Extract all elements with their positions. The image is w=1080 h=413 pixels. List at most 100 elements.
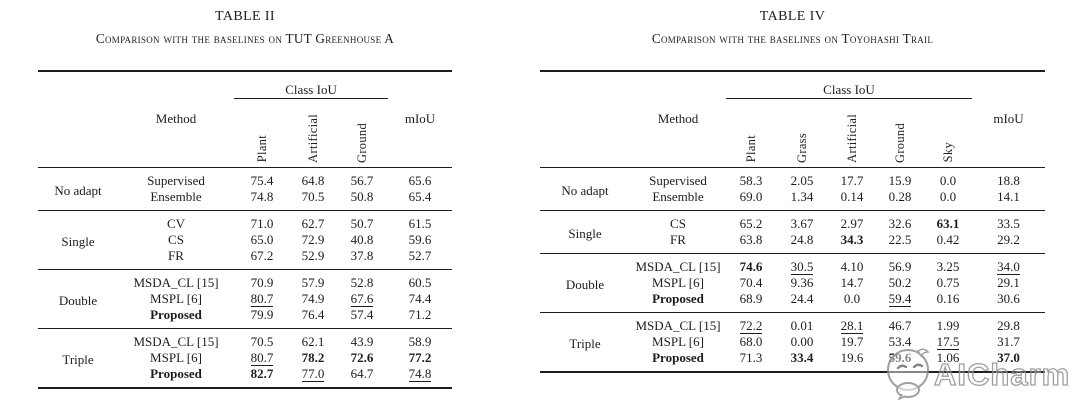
value-cell: 67.6 xyxy=(350,290,374,307)
table-row: No adapt Supervised 75.4 64.8 56.7 65.6 xyxy=(38,167,452,199)
method-cell: MSDA_CL [15] xyxy=(133,333,219,349)
miou-cell: 61.5 xyxy=(408,215,432,231)
value-cell: 67.2 xyxy=(250,247,274,263)
group-label: Double xyxy=(565,277,605,292)
value-cell: 28.1 xyxy=(840,317,864,334)
miou-cell: 59.6 xyxy=(408,231,432,247)
group-label: No adapt xyxy=(54,183,102,198)
value-cell: 52.9 xyxy=(301,247,325,263)
miou-cell: 30.6 xyxy=(997,290,1020,306)
value-cell: 14.7 xyxy=(840,274,864,290)
value-cell: 0.01 xyxy=(790,317,814,333)
value-cell: 24.8 xyxy=(790,231,814,247)
miou-cell: 58.9 xyxy=(408,333,432,349)
value-cell: 77.0 xyxy=(301,365,325,382)
group-column-header xyxy=(38,71,118,167)
miou-cell: 29.2 xyxy=(997,231,1020,247)
value-cell: 0.75 xyxy=(936,274,960,290)
value-cell: 0.00 xyxy=(790,333,814,349)
value-cell: 63.8 xyxy=(739,231,763,247)
method-cell: FR xyxy=(670,231,686,247)
miou-cell: 77.2 xyxy=(408,349,432,365)
value-cell: 64.7 xyxy=(350,365,374,381)
miou-cell: 37.0 xyxy=(997,349,1020,365)
miou-cell: 65.4 xyxy=(408,188,432,204)
method-cell: Proposed xyxy=(652,349,704,365)
table-ii-title: TABLE II xyxy=(214,9,275,24)
miou-cell: 60.5 xyxy=(408,274,432,290)
value-cell: 57.9 xyxy=(301,274,325,290)
class-col-header: Sky xyxy=(941,142,955,163)
value-cell: 3.25 xyxy=(936,258,960,274)
method-header: Method xyxy=(657,111,699,127)
value-cell: 53.4 xyxy=(888,333,912,349)
method-cell: Proposed xyxy=(150,306,202,322)
value-cell: 75.4 xyxy=(250,172,274,188)
table-row: Single CV 71.0 62.7 50.7 61.5 xyxy=(38,210,452,250)
value-cell: 71.0 xyxy=(250,215,274,231)
value-cell: 46.7 xyxy=(888,317,912,333)
value-cell: 1.34 xyxy=(790,188,814,204)
value-cell: 68.9 xyxy=(739,290,763,306)
value-cell: 70.9 xyxy=(250,274,274,290)
miou-cell: 34.0 xyxy=(997,258,1020,275)
value-cell: 17.5 xyxy=(936,333,960,350)
method-cell: MSPL [6] xyxy=(150,290,202,306)
method-cell: MSDA_CL [15] xyxy=(635,258,721,274)
value-cell: 69.0 xyxy=(739,188,763,204)
value-cell: 56.7 xyxy=(350,172,374,188)
table-row: Proposed 79.9 76.4 57.4 71.2 xyxy=(38,307,452,329)
value-cell: 68.0 xyxy=(739,333,763,349)
method-group: No adapt Supervised 58.3 2.05 17.7 15.9 0.0 18.… xyxy=(540,167,1045,210)
value-cell: 33.4 xyxy=(790,349,814,365)
value-cell: 17.7 xyxy=(840,172,864,188)
method-cell: Ensemble xyxy=(150,188,202,204)
method-cell: CV xyxy=(166,215,186,231)
miou-header: mIoU xyxy=(993,111,1024,127)
value-cell: 72.2 xyxy=(739,317,763,334)
miou-cell: 29.8 xyxy=(997,317,1020,333)
method-group: Single CS 65.2 3.67 2.97 32.6 63.1 33.5 FR 63.8 24… xyxy=(540,210,1045,253)
value-cell: 1.06 xyxy=(936,349,960,365)
value-cell: 50.8 xyxy=(350,188,374,204)
table-row: Triple MSDA_CL [15] 72.2 0.01 28.1 46.7 1.99 29… xyxy=(540,312,1045,352)
value-cell: 50.7 xyxy=(350,215,374,231)
value-cell: 65.2 xyxy=(739,215,763,231)
table-row: Triple MSDA_CL [15] 70.5 62.1 43.9 58.9 xyxy=(38,328,452,368)
method-cell: CS xyxy=(670,215,686,231)
table-ii-caption: Comparison with the baselines on TUT Gre… xyxy=(95,31,395,46)
class-col-header: Plant xyxy=(255,135,269,163)
table-ii-host: Method Class IoU mIoU Plant Artificial Ground… xyxy=(38,70,453,389)
value-cell: 0.42 xyxy=(936,231,960,247)
method-cell: MSDA_CL [15] xyxy=(133,274,219,290)
method-group: Triple MSDA_CL [15] 72.2 0.01 28.1 46.7 1.99 29… xyxy=(540,312,1045,372)
results-table: Method Class IoU mIoU Plant Artificial Ground… xyxy=(38,70,453,389)
table-row: Single CS 65.2 3.67 2.97 32.6 63.1 33.5 xyxy=(540,210,1045,242)
table-row: Double MSDA_CL [15] 74.6 30.5 4.10 56.9 3.25 34… xyxy=(540,253,1045,292)
class-col-header: Plant xyxy=(744,135,758,163)
value-cell: 37.8 xyxy=(350,247,374,263)
value-cell: 30.5 xyxy=(790,258,814,275)
value-cell: 82.7 xyxy=(250,365,274,381)
group-label: Double xyxy=(58,293,98,308)
table-row: Proposed 82.7 77.0 64.7 74.8 xyxy=(38,366,452,388)
value-cell: 32.6 xyxy=(888,215,912,231)
method-cell: MSPL [6] xyxy=(150,349,202,365)
value-cell: 43.9 xyxy=(350,333,374,349)
group-column-header xyxy=(540,71,630,167)
miou-cell: 18.8 xyxy=(997,172,1020,188)
class-col-header: Grass xyxy=(795,132,809,163)
table-row: MSPL [6] 68.0 0.00 19.7 53.4 17.5 31.7 xyxy=(540,334,1045,350)
class-iou-header: Class IoU xyxy=(234,71,389,99)
table-row: FR 67.2 52.9 37.8 52.7 xyxy=(38,248,452,270)
value-cell: 78.2 xyxy=(301,349,325,365)
method-group: Single CV 71.0 62.7 50.7 61.5 CS 65.0 72.9 40.8 59… xyxy=(38,210,453,270)
value-cell: 19.7 xyxy=(840,333,864,349)
method-cell: Supervised xyxy=(147,172,205,188)
value-cell: 0.28 xyxy=(888,188,912,204)
value-cell: 2.97 xyxy=(840,215,864,231)
value-cell: 0.0 xyxy=(939,172,957,188)
value-cell: 56.9 xyxy=(888,258,912,274)
miou-cell: 52.7 xyxy=(408,247,432,263)
value-cell: 79.9 xyxy=(250,306,274,322)
